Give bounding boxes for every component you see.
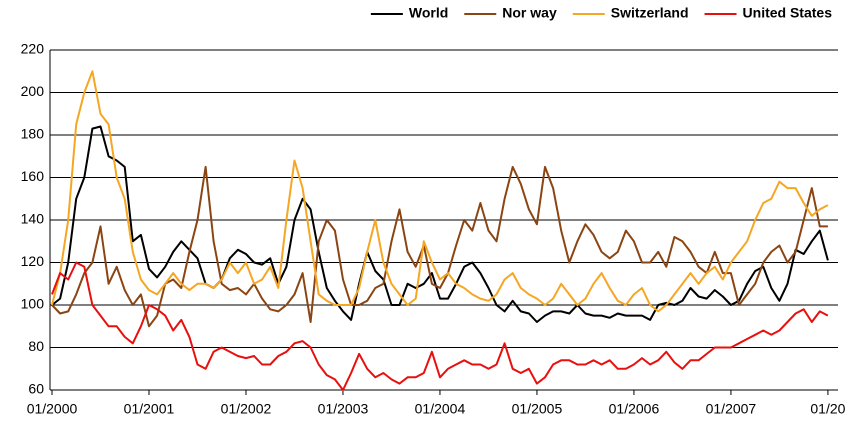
x-tick-label: 01/2000: [27, 401, 78, 417]
legend-label: World: [409, 5, 448, 21]
x-tick-label: 01/2001: [124, 401, 175, 417]
x-tick-label: 01/2005: [512, 401, 563, 417]
legend-label: Switzerland: [611, 5, 689, 21]
legend-label: United States: [743, 5, 833, 21]
y-tick-label: 140: [21, 211, 45, 227]
x-tick-label: 01/2007: [706, 401, 757, 417]
x-tick-label: 01/20: [810, 401, 845, 417]
series-line: [51, 125, 829, 323]
legend-label: Nor way: [502, 5, 557, 21]
y-tick-label: 160: [21, 168, 45, 184]
series-line: [51, 261, 829, 391]
y-tick-label: 120: [21, 253, 45, 269]
y-tick-label: 180: [21, 126, 45, 142]
y-tick-label: 80: [28, 338, 44, 354]
y-tick-label: 200: [21, 83, 45, 99]
x-tick-label: 01/2006: [609, 401, 660, 417]
x-tick-label: 01/2004: [415, 401, 466, 417]
y-tick-label: 100: [21, 296, 45, 312]
series-line: [51, 70, 829, 313]
x-tick-label: 01/2002: [221, 401, 272, 417]
series-line: [51, 165, 828, 328]
y-tick-label: 60: [28, 381, 44, 397]
x-tick-label: 01/2003: [318, 401, 369, 417]
y-tick-label: 220: [21, 41, 45, 57]
